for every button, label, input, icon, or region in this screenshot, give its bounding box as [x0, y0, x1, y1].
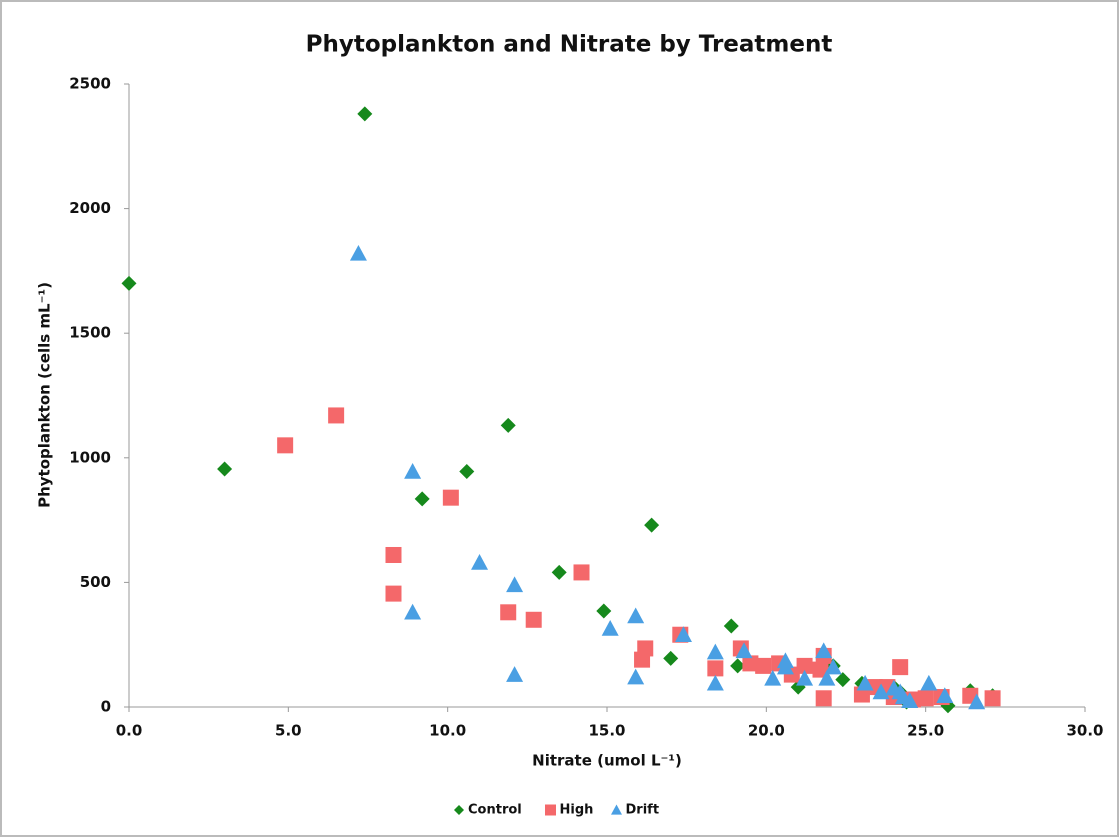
- x-tick-label: 15.0: [588, 722, 625, 740]
- data-point: [506, 666, 524, 682]
- x-tick-label: 5.0: [275, 722, 302, 740]
- legend-label: High: [560, 803, 594, 818]
- data-point: [404, 603, 422, 620]
- data-point: [357, 106, 373, 122]
- data-point: [735, 642, 753, 659]
- legend-marker: [611, 804, 622, 815]
- data-point: [835, 672, 851, 688]
- data-point: [277, 437, 294, 454]
- data-point: [328, 407, 345, 424]
- y-tick-label: 0: [101, 698, 111, 716]
- x-tick-label: 20.0: [748, 722, 785, 740]
- data-point: [796, 657, 813, 674]
- y-tick-label: 500: [80, 573, 111, 591]
- x-tick-label: 25.0: [907, 722, 944, 740]
- data-point: [627, 607, 645, 624]
- data-point: [674, 626, 692, 642]
- data-point: [385, 546, 402, 563]
- data-point: [706, 643, 724, 660]
- x-tick-label: 10.0: [429, 722, 466, 740]
- data-point: [968, 693, 986, 710]
- data-point: [818, 669, 836, 686]
- data-point: [856, 674, 874, 691]
- data-point: [121, 275, 137, 291]
- data-point: [459, 464, 475, 480]
- data-point: [596, 603, 612, 619]
- data-point: [936, 687, 954, 704]
- data-point: [706, 674, 724, 691]
- y-tick-label: 1000: [69, 448, 111, 466]
- data-point: [776, 658, 794, 675]
- data-point: [637, 640, 654, 657]
- x-tick-label: 30.0: [1066, 722, 1103, 740]
- data-point: [707, 660, 724, 677]
- x-tick-label: 0.0: [116, 722, 143, 740]
- data-point: [471, 553, 489, 570]
- y-axis-title: Phytoplankton (cells mL⁻¹): [36, 282, 54, 508]
- data-point: [742, 655, 759, 672]
- data-point: [217, 461, 233, 477]
- legend-marker: [454, 805, 464, 815]
- data-point: [872, 683, 890, 700]
- chart-title: Phytoplankton and Nitrate by Treatment: [306, 32, 833, 58]
- data-point: [892, 659, 909, 676]
- data-point: [812, 661, 829, 678]
- data-point: [815, 642, 833, 659]
- data-point: [442, 489, 459, 506]
- data-point: [551, 564, 567, 580]
- legend-label: Drift: [626, 803, 660, 818]
- data-point: [824, 658, 842, 675]
- legend-marker: [545, 804, 556, 816]
- data-point: [796, 669, 814, 686]
- y-tick-label: 2000: [69, 199, 111, 217]
- data-point: [984, 690, 1001, 707]
- data-point: [525, 611, 542, 628]
- data-point: [385, 585, 402, 602]
- data-point: [815, 690, 832, 707]
- data-point: [349, 244, 367, 261]
- data-point: [663, 650, 679, 666]
- data-point: [500, 417, 516, 433]
- data-point: [506, 576, 524, 593]
- data-point: [573, 564, 590, 581]
- data-point: [901, 692, 919, 708]
- data-point: [414, 491, 430, 507]
- y-tick-label: 2500: [69, 75, 111, 93]
- data-point: [917, 690, 934, 707]
- x-axis-title: Nitrate (umol L⁻¹): [532, 752, 682, 770]
- data-point: [644, 517, 660, 533]
- data-point: [500, 604, 517, 621]
- data-point: [404, 463, 422, 479]
- data-point: [723, 618, 739, 634]
- data-point: [730, 658, 746, 674]
- data-point: [920, 674, 938, 691]
- data-point: [755, 657, 772, 674]
- data-point: [601, 620, 619, 636]
- y-tick-label: 1500: [69, 324, 111, 342]
- data-point: [627, 668, 645, 685]
- legend-label: Control: [468, 803, 522, 818]
- data-point: [764, 669, 782, 686]
